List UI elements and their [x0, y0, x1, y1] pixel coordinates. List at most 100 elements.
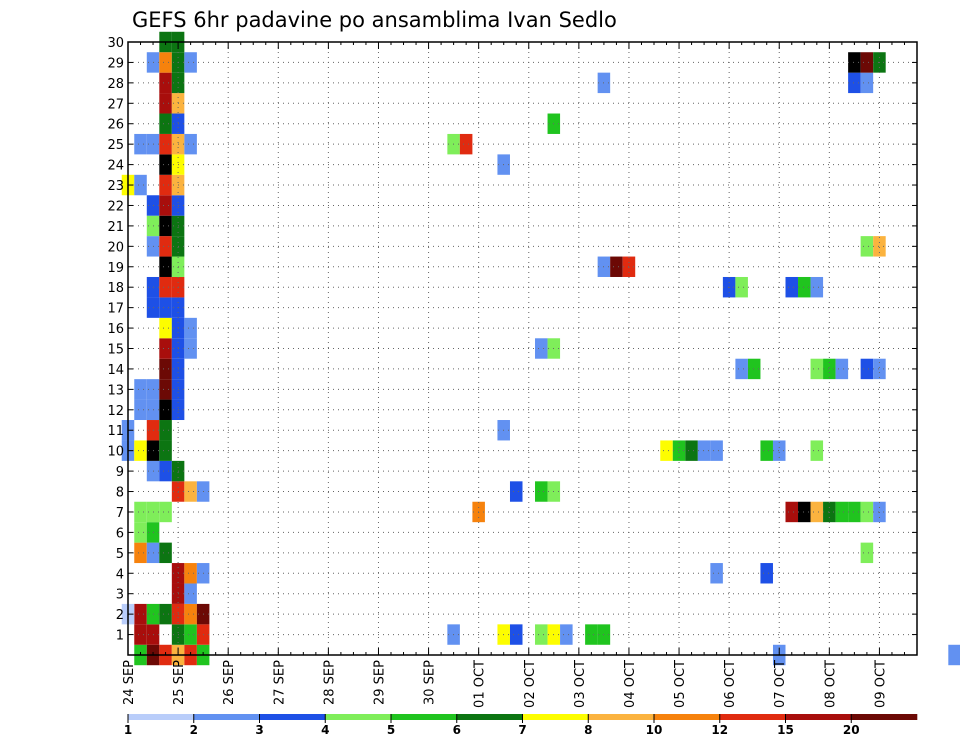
colorbar-swatch	[719, 714, 786, 720]
colorbar-label: 1	[124, 723, 132, 737]
precip-cell	[159, 236, 172, 257]
precip-cell	[184, 317, 197, 339]
precip-cell	[873, 501, 886, 523]
colorbar-label: 6	[453, 723, 461, 737]
precip-cell	[159, 174, 172, 196]
precip-cell	[159, 317, 172, 339]
precip-cell	[860, 501, 874, 523]
x-tick-label: 04 OCT	[623, 660, 638, 708]
x-tick-label: 07 OCT	[773, 660, 788, 708]
x-tick-label: 06 OCT	[723, 660, 738, 708]
precip-cell	[159, 603, 172, 625]
precip-cell	[459, 133, 473, 155]
y-tick-label: 1	[116, 629, 124, 644]
colorbar-swatch	[456, 714, 523, 720]
precip-cell	[134, 174, 147, 196]
precip-cell	[159, 154, 172, 175]
precip-cell	[134, 399, 147, 421]
y-tick-label: 17	[107, 302, 124, 317]
precip-cell	[810, 276, 824, 298]
precip-cell	[848, 501, 861, 523]
y-tick-label: 29	[107, 56, 124, 71]
colorbar-swatch	[391, 714, 458, 720]
y-tick-label: 23	[107, 179, 124, 194]
y-tick-label: 27	[107, 97, 124, 112]
precip-cell	[660, 440, 673, 461]
precip-cell	[785, 501, 799, 523]
precip-cell	[159, 215, 172, 237]
x-tick-label: 26 SEP	[222, 660, 237, 705]
precip-cell	[585, 624, 598, 645]
precip-cell	[760, 563, 773, 584]
precip-cell	[134, 603, 147, 625]
precip-cell	[159, 399, 172, 421]
colorbar-label: 7	[518, 723, 526, 737]
precip-cell	[159, 338, 172, 359]
precip-cell	[159, 276, 172, 298]
precip-cell	[735, 358, 748, 380]
precip-cell	[798, 501, 811, 523]
precip-cell	[798, 276, 811, 298]
x-tick-label: 05 OCT	[673, 660, 688, 708]
y-tick-label: 11	[107, 424, 124, 439]
precip-cell	[860, 236, 874, 257]
precip-cell	[184, 52, 197, 73]
y-tick-label: 16	[107, 322, 124, 337]
precip-cell	[159, 297, 172, 318]
colorbar-swatch	[522, 714, 589, 720]
precipitation-cells	[121, 31, 960, 666]
y-tick-label: 13	[107, 383, 124, 398]
y-tick-label: 22	[107, 199, 124, 214]
y-tick-label: 10	[107, 445, 124, 460]
colorbar-label: 15	[777, 723, 794, 737]
precip-cell	[159, 501, 172, 523]
precip-cell	[184, 583, 197, 604]
colorbar-label: 12	[711, 723, 728, 737]
x-tick-label: 25 SEP	[172, 660, 187, 705]
colorbar-label: 3	[255, 723, 263, 737]
precip-cell	[560, 624, 573, 645]
colorbar-swatch	[588, 714, 655, 720]
x-tick-label: 01 OCT	[473, 660, 488, 708]
precip-cell	[159, 420, 172, 441]
colorbar-swatch	[654, 714, 721, 720]
y-tick-label: 12	[107, 404, 124, 419]
precip-cell	[184, 563, 197, 584]
x-tick-label: 30 SEP	[423, 660, 438, 705]
precip-cell	[134, 440, 147, 461]
x-tick-label: 29 SEP	[372, 660, 387, 705]
grid-lines	[128, 41, 917, 655]
precip-cell	[134, 379, 147, 400]
precip-cell	[535, 481, 548, 502]
precip-cell	[159, 256, 172, 277]
precip-cell	[184, 481, 197, 502]
precip-cell	[159, 358, 172, 380]
precip-cell	[835, 501, 849, 523]
precip-cell	[835, 358, 849, 380]
precip-cell	[672, 440, 686, 461]
x-tick-label: 24 SEP	[122, 660, 137, 705]
precip-cell	[685, 440, 698, 461]
precip-cell	[159, 113, 172, 134]
precip-cell	[860, 72, 874, 94]
precip-cell	[159, 195, 172, 216]
y-tick-label: 18	[107, 281, 124, 296]
precip-cell	[509, 624, 523, 645]
colorbar-swatch	[259, 714, 326, 720]
precip-cell	[823, 358, 836, 380]
y-tick-label: 5	[116, 547, 124, 562]
colorbar-swatch	[325, 714, 392, 720]
precip-cell	[823, 501, 836, 523]
precip-cell	[159, 72, 172, 94]
precip-cell	[873, 236, 886, 257]
precip-cell	[159, 52, 172, 73]
precip-cell	[184, 603, 197, 625]
y-tick-label: 14	[107, 363, 124, 378]
y-tick-label: 4	[116, 567, 124, 582]
precip-cell	[184, 624, 197, 645]
precip-cell	[134, 501, 147, 523]
y-tick-label: 21	[107, 220, 124, 235]
y-tick-label: 7	[116, 506, 124, 521]
precip-cell	[159, 542, 172, 564]
